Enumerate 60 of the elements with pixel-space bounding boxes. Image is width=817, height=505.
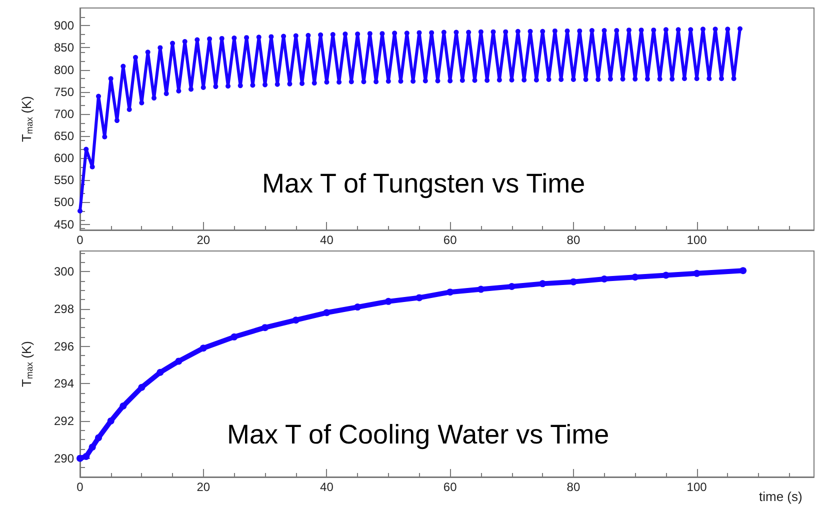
x-tick-label: 60: [443, 233, 458, 247]
point: [107, 417, 114, 424]
x-tick-label: 40: [320, 480, 334, 494]
point: [82, 452, 90, 460]
y-tick-label: 292: [54, 414, 74, 428]
x-tick-label: 20: [196, 480, 210, 494]
x-tick-label: 20: [196, 233, 210, 247]
x-tick-label: 40: [320, 233, 334, 247]
point: [292, 316, 300, 324]
point: [570, 278, 577, 286]
point: [200, 344, 207, 352]
x-tick-label: 80: [566, 233, 580, 247]
y-axis-title: Tmax (K): [19, 96, 34, 142]
point: [416, 294, 423, 302]
x-tick-label: 100: [686, 480, 708, 494]
x-axis-title: time (s): [759, 489, 802, 504]
point: [156, 368, 164, 376]
y-tick-label: 450: [54, 217, 74, 232]
y-tick-label: 298: [54, 302, 74, 316]
x-tick-label: 100: [686, 233, 708, 247]
y-tick-label: 550: [54, 173, 74, 188]
y-tick-label: 800: [54, 62, 74, 77]
y-tick-label: 900: [54, 18, 74, 33]
point: [88, 444, 96, 451]
text: Max T of Cooling Water vs Time: [227, 420, 610, 450]
point: [138, 384, 146, 391]
point: [600, 276, 608, 283]
point: [354, 304, 362, 311]
x-tick-label: 0: [76, 480, 84, 494]
x-tick-label: 60: [443, 480, 458, 494]
y-tick-label: 650: [54, 128, 74, 143]
y-tick-label: 294: [54, 376, 74, 391]
point: [693, 270, 700, 277]
point: [262, 324, 269, 332]
x-tick-label: 0: [76, 233, 84, 247]
y-axis-title: Tmax (K): [19, 341, 34, 387]
y-tick-label: 300: [54, 264, 74, 279]
y-tick-label: 290: [54, 451, 74, 466]
point: [120, 402, 127, 410]
point: [175, 358, 182, 365]
point: [662, 272, 670, 279]
point: [477, 286, 484, 293]
point: [384, 298, 392, 305]
x-tick-label: 80: [566, 480, 580, 494]
point: [632, 274, 639, 281]
text: Max T of Tungsten vs Time: [262, 168, 586, 198]
y-tick-label: 500: [54, 195, 74, 210]
y-tick-label: 750: [54, 84, 74, 99]
point: [539, 280, 546, 288]
point: [95, 434, 102, 442]
y-tick-label: 700: [54, 106, 74, 121]
point: [740, 267, 747, 274]
point: [230, 333, 238, 340]
point: [323, 309, 330, 316]
y-tick-label: 296: [54, 339, 74, 354]
point: [508, 282, 516, 290]
y-tick-label: 600: [54, 151, 74, 166]
point: [76, 454, 84, 462]
point: [446, 288, 454, 296]
y-tick-label: 850: [54, 40, 74, 55]
